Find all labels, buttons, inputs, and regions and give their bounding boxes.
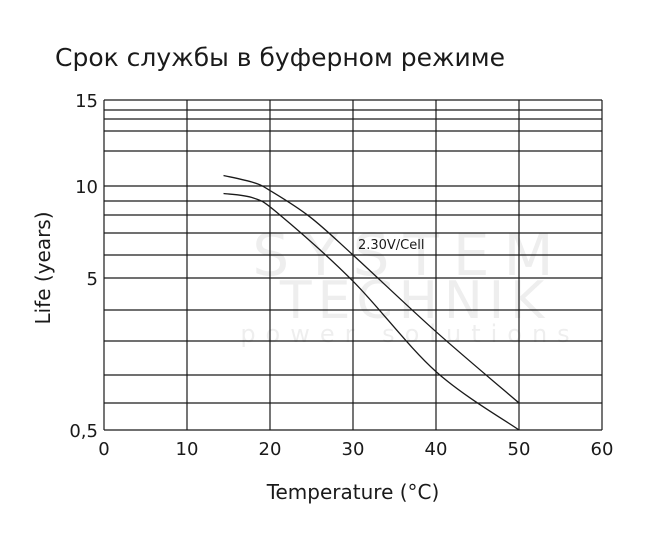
watermark-line3: power solutions: [240, 320, 579, 348]
annotation-label: 2.30V/Cell: [358, 238, 425, 253]
y-tick-label: 5: [87, 269, 98, 290]
x-tick-label: 30: [342, 439, 365, 460]
x-tick-label: 20: [259, 439, 282, 460]
y-tick-label: 0,5: [69, 421, 98, 442]
series-line-1: [223, 174, 520, 404]
x-tick-label: 40: [425, 439, 448, 460]
y-tick-label: 10: [75, 177, 98, 198]
x-tick-label: 50: [508, 439, 531, 460]
x-tick-label: 60: [591, 439, 614, 460]
x-axis-label: Temperature (°C): [266, 480, 440, 504]
grid: [103, 99, 603, 431]
watermark-line2: TECHNIK: [279, 271, 550, 331]
series-line-2: [223, 192, 520, 431]
x-tick-label: 10: [176, 439, 199, 460]
y-axis-label: Life (years): [31, 211, 55, 324]
curves: [223, 174, 520, 431]
x-tick-label: 0: [98, 439, 109, 460]
chart-title: Срок службы в буферном режиме: [55, 43, 505, 72]
y-tick-label: 15: [75, 91, 98, 112]
tick-labels: 0 10 20 30 40 50 60 0,5 5 10 15: [69, 91, 613, 460]
